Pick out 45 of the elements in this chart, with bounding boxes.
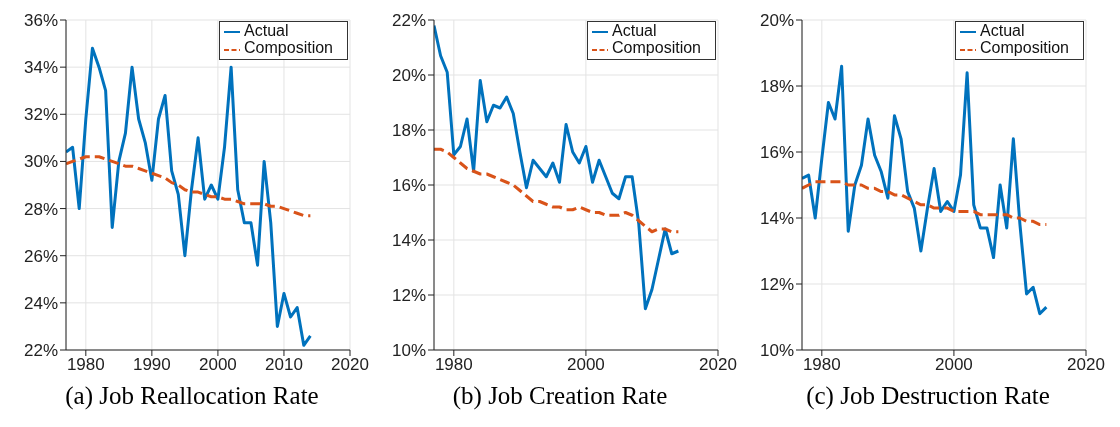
y-tick-label: 30% [23,152,58,172]
y-tick-label: 14% [391,231,426,251]
x-tick-label: 2020 [1067,355,1105,375]
text: (a) Job Reallocation Rate [64,382,320,410]
y-tick-label: 18% [391,121,426,141]
line-series [802,64,1048,316]
x-tick-label: 2000 [198,355,237,375]
legend-label: Composition [244,39,333,57]
x-tick-label: 2010 [265,355,303,375]
legend-label: Actual [244,22,289,39]
x-tick-label: 2000 [934,355,973,375]
y-tick-label: 20% [759,11,794,31]
y-tick-label: 26% [23,246,58,266]
y-tick-label: 20% [391,66,426,86]
y-tick-label: 36% [23,11,58,31]
y-tick-label: 10% [759,341,794,361]
x-tick-label: 1980 [66,355,105,375]
legend-label: Actual [980,22,1025,39]
legend-label: Actual [612,22,657,39]
x-tick-label: 2020 [331,355,369,375]
y-tick-label: 16% [391,176,426,196]
x-tick-label: 1990 [132,355,171,375]
y-tick-label: 22% [391,11,426,31]
y-tick-label: 16% [759,143,794,163]
text: (b) Job Creation Rate [451,382,669,410]
line-series [66,155,312,218]
line-series [434,147,680,234]
x-tick-label: 2020 [699,355,737,375]
legend-label: Composition [980,39,1069,57]
x-tick-label: 1980 [434,355,473,375]
y-tick-label: 34% [23,58,58,78]
text: (c) Job Destruction Rate [805,382,1051,410]
legend-label: Composition [612,39,701,57]
y-tick-label: 18% [759,77,794,97]
y-tick-label: 32% [23,105,58,125]
y-tick-label: 12% [391,286,426,306]
y-tick-label: 28% [23,199,58,219]
y-tick-label: 14% [759,209,794,229]
y-tick-label: 10% [391,341,426,361]
x-tick-label: 2000 [566,355,605,375]
y-tick-label: 24% [23,293,58,313]
line-series [802,180,1048,227]
y-tick-label: 12% [759,275,794,295]
y-tick-label: 22% [23,341,58,361]
x-tick-label: 1980 [802,355,841,375]
